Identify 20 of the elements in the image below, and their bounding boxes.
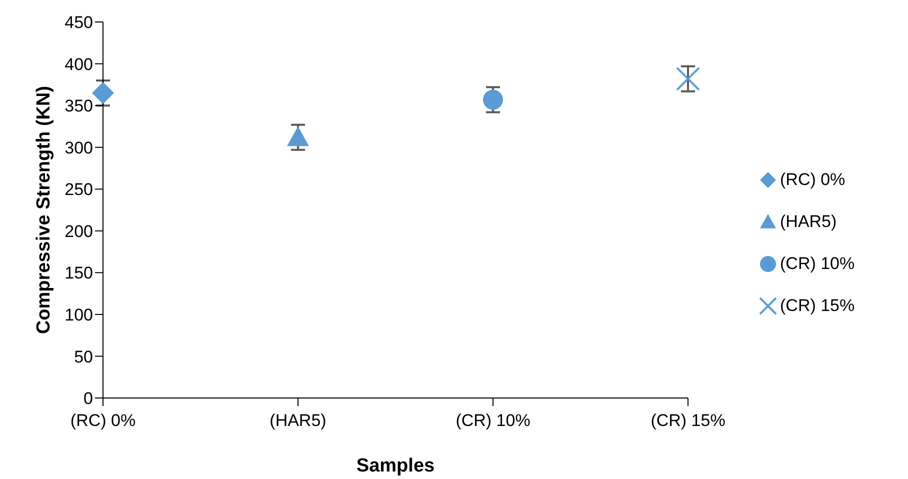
legend-label: (HAR5) — [780, 212, 837, 232]
x-axis-title: Samples — [356, 455, 435, 476]
x-tick-label: (RC) 0% — [70, 411, 136, 430]
y-tick-label: 100 — [64, 305, 93, 324]
legend-label: (CR) 10% — [780, 254, 855, 274]
y-axis-title: Compressive Strength (KN) — [34, 86, 55, 334]
y-tick-label: 50 — [74, 347, 93, 366]
legend-label: (RC) 0% — [780, 170, 846, 190]
y-tick-label: 150 — [64, 264, 93, 283]
y-tick-label: 300 — [64, 138, 93, 158]
legend-label: (CR) 15% — [780, 296, 855, 316]
y-tick-label: 200 — [64, 222, 93, 241]
y-tick-label: 400 — [64, 54, 93, 74]
y-tick-label: 0 — [84, 389, 93, 408]
y-tick-label: 450 — [64, 13, 93, 32]
y-tick-label: 350 — [64, 96, 93, 116]
y-tick-label: 250 — [64, 180, 93, 200]
x-tick-label: (HAR5) — [270, 411, 326, 430]
x-tick-label: (CR) 15% — [650, 411, 726, 430]
x-tick-label: (CR) 10% — [456, 411, 530, 430]
